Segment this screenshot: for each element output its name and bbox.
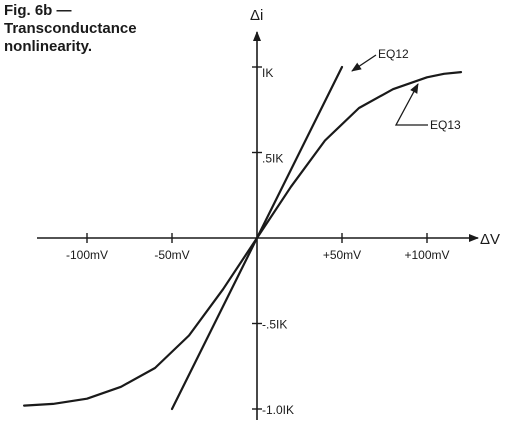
y-tick-label: IK <box>262 66 273 80</box>
x-tick-label: +50mV <box>323 248 361 262</box>
y-tick-label: -1.0IK <box>262 403 294 417</box>
annotation-eq13: EQ13 <box>430 118 461 132</box>
caption-line-2: Transconductance <box>4 20 137 37</box>
caption-line-1: Fig. 6b — <box>4 2 72 19</box>
figure-caption: Fig. 6b — Transconductance nonlinearity. <box>4 2 204 56</box>
annotation-eq13-arrow <box>394 83 428 126</box>
y-tick-label: -.5IK <box>262 318 287 332</box>
annotation-eq12: EQ12 <box>378 47 409 61</box>
caption-line-3: nonlinearity. <box>4 38 93 55</box>
series-eq13 <box>23 70 463 407</box>
annotation-eq12-arrow <box>351 54 377 72</box>
x-tick-label: +100mV <box>404 248 449 262</box>
y-axis-label: Δi <box>250 7 263 24</box>
x-tick-label: -50mV <box>154 248 189 262</box>
y-tick-label: .5IK <box>262 152 283 166</box>
x-tick-label: -100mV <box>66 248 108 262</box>
x-axis-label: ΔV <box>480 231 500 248</box>
